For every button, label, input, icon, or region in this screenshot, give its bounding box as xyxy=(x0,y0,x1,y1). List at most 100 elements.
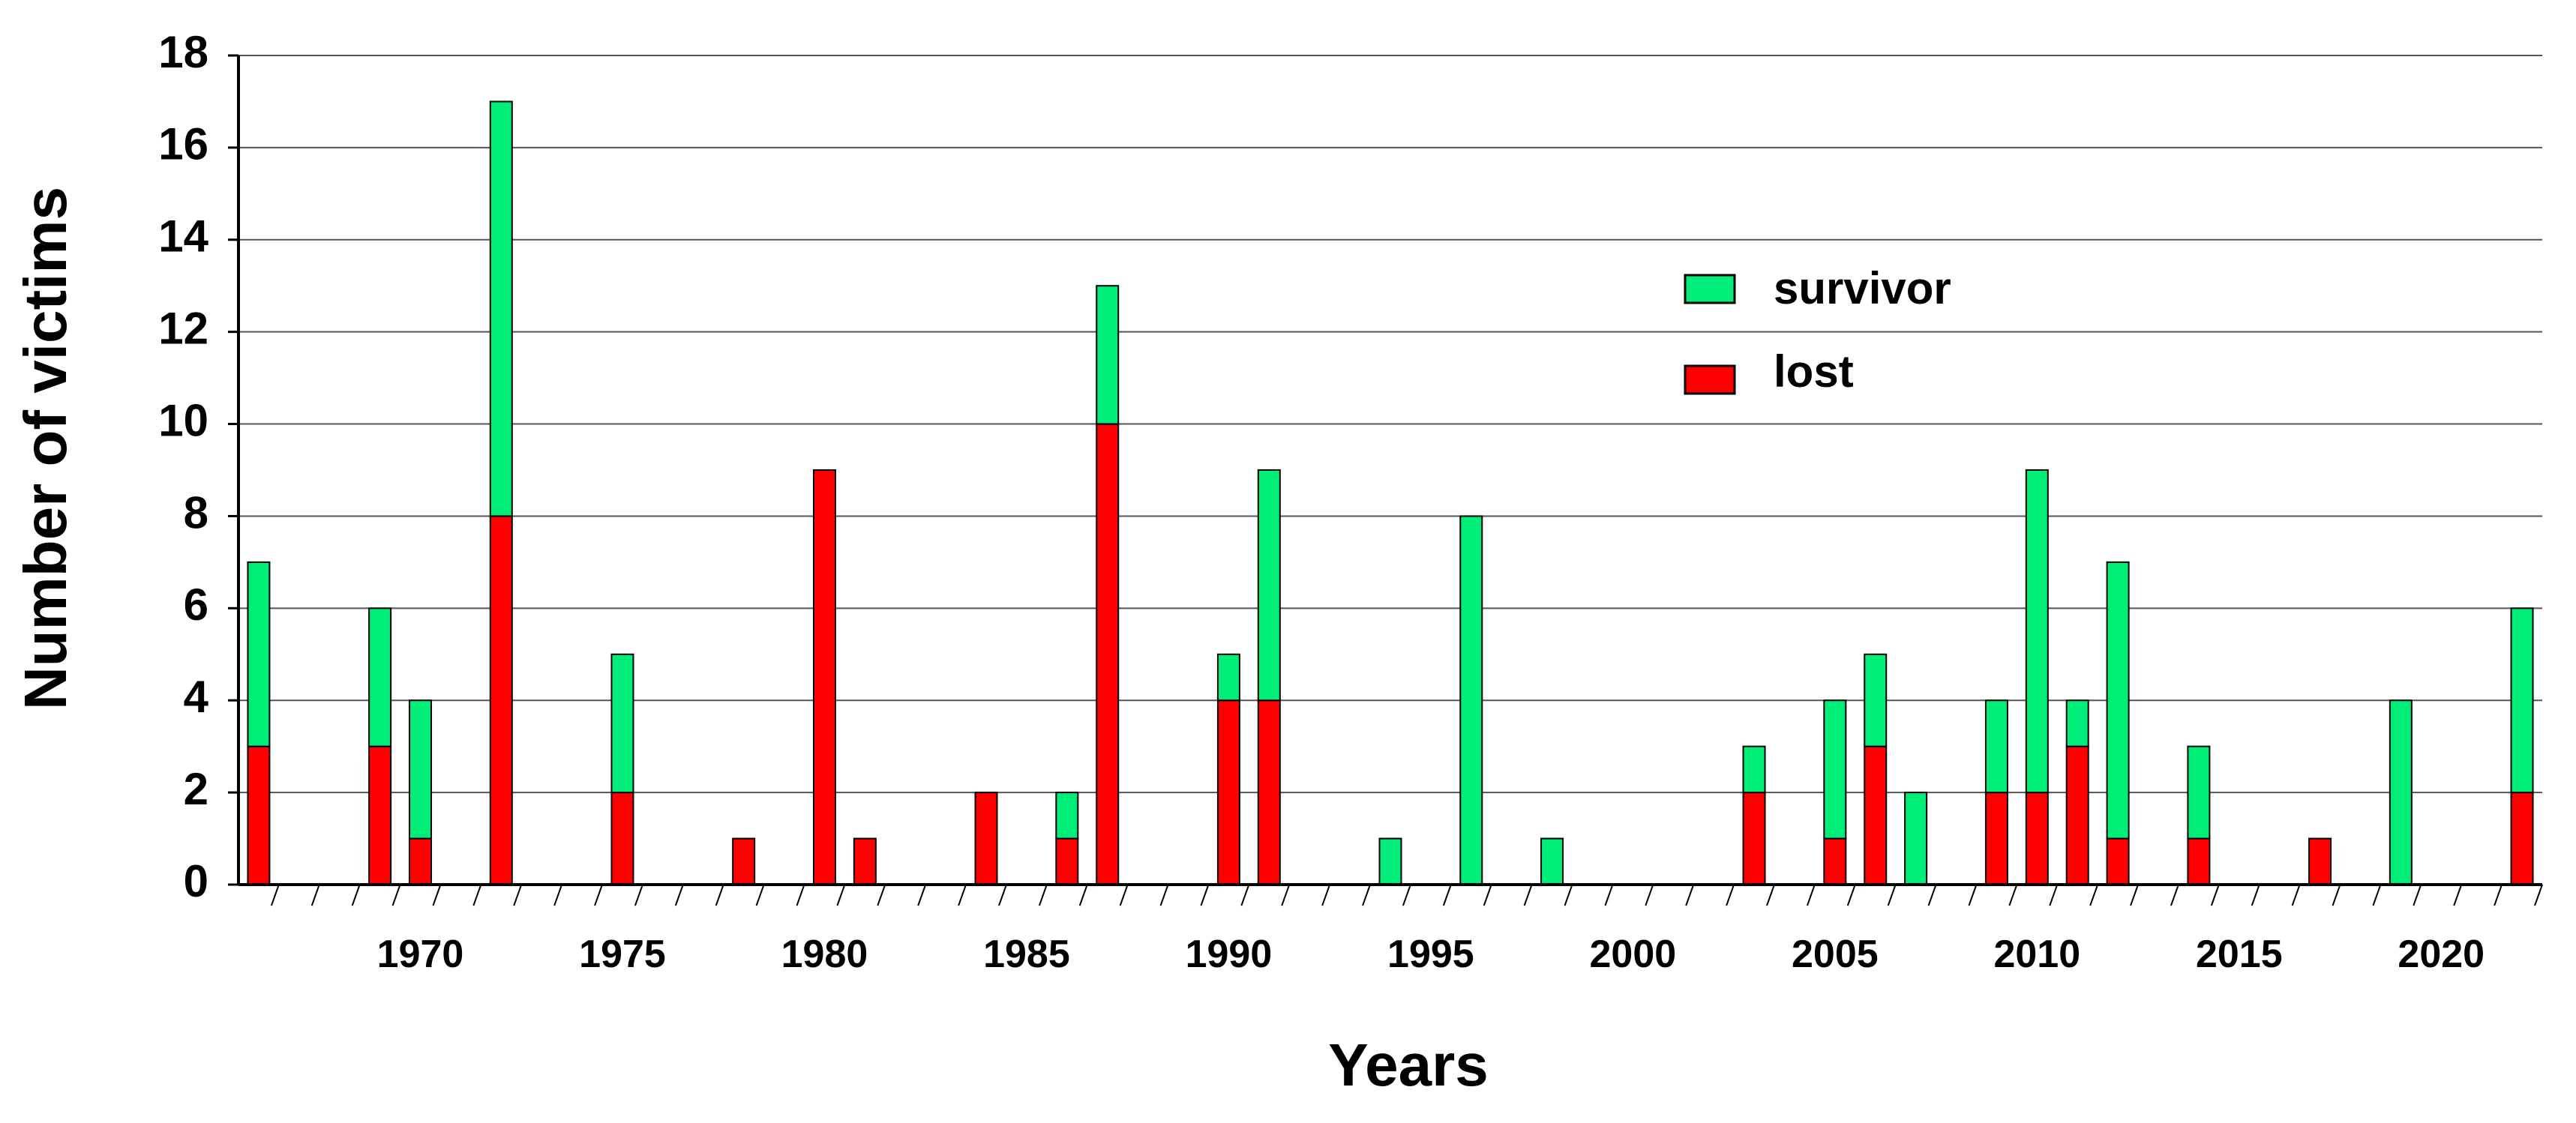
bar-lost xyxy=(974,792,998,885)
bar-survivor xyxy=(610,653,634,794)
y-tick-label: 8 xyxy=(184,487,208,538)
x-axis-title: Years xyxy=(1328,1032,1489,1098)
y-tick-label: 14 xyxy=(158,211,208,262)
x-tick-label: 1975 xyxy=(579,933,666,976)
x-tick-mark xyxy=(1564,884,1573,906)
bar-survivor xyxy=(2510,607,2534,794)
x-tick-mark xyxy=(351,884,361,906)
x-tick-mark xyxy=(1362,884,1371,906)
x-tick-label: 1985 xyxy=(983,933,1070,976)
x-tick-mark xyxy=(2413,884,2422,906)
x-tick-mark xyxy=(2130,884,2139,906)
x-tick-mark xyxy=(1402,884,1411,906)
x-tick-mark xyxy=(1604,884,1614,906)
x-tick-mark xyxy=(1321,884,1331,906)
bar-survivor xyxy=(2389,699,2413,885)
y-tick-label: 16 xyxy=(158,119,208,169)
x-tick-mark xyxy=(917,884,927,906)
bar-lost xyxy=(812,469,836,885)
x-tick-label: 1980 xyxy=(781,933,868,976)
x-tick-label: 1970 xyxy=(377,933,464,976)
x-tick-mark xyxy=(310,884,320,906)
y-tick-label: 2 xyxy=(184,764,208,814)
x-tick-labels: 1970 1975 1980 1985 1990 1995 2000 2005 2010 2015… xyxy=(377,933,2485,976)
bar-survivor xyxy=(1459,515,1483,885)
bar-lost xyxy=(368,745,392,886)
x-tick-mark xyxy=(2049,884,2059,906)
bar-lost xyxy=(732,837,756,885)
bar-lost xyxy=(1216,699,1240,885)
legend-swatch-survivor xyxy=(1684,274,1736,304)
x-tick-mark xyxy=(2291,884,2301,906)
x-tick-label: 1990 xyxy=(1186,933,1273,976)
x-tick-mark xyxy=(513,884,523,906)
x-tick-mark xyxy=(1846,884,1856,906)
x-tick-mark xyxy=(1281,884,1291,906)
x-tick-mark xyxy=(1200,884,1210,906)
x-tick-mark xyxy=(1968,884,1978,906)
bar-survivor xyxy=(409,699,433,840)
bar-lost xyxy=(2025,792,2049,885)
x-tick-mark xyxy=(998,884,1007,906)
bar-lost xyxy=(2308,837,2332,885)
legend-label-lost: lost xyxy=(1774,346,1854,397)
x-tick-label: 2015 xyxy=(2196,933,2283,976)
bar-lost xyxy=(1742,792,1766,885)
bar-lost xyxy=(489,515,513,885)
x-tick-mark xyxy=(391,884,401,906)
x-tick-mark xyxy=(1442,884,1452,906)
bar-survivor xyxy=(1540,837,1564,885)
y-tick-label: 10 xyxy=(158,395,208,445)
x-tick-mark xyxy=(2494,884,2503,906)
bar-lost xyxy=(853,837,877,885)
x-tick-mark xyxy=(1766,884,1775,906)
bar-lost xyxy=(1096,423,1120,885)
x-tick-label: 1995 xyxy=(1387,933,1474,976)
bar-survivor xyxy=(489,100,513,517)
x-tick-mark xyxy=(2332,884,2341,906)
bars xyxy=(247,100,2534,886)
x-tick-mark xyxy=(836,884,846,906)
bar-lost xyxy=(2065,745,2089,886)
bar-survivor xyxy=(1823,699,1847,840)
bar-lost xyxy=(409,837,433,885)
bar-survivor xyxy=(1864,653,1888,747)
x-tick-mark xyxy=(1645,884,1654,906)
x-tick-mark xyxy=(1483,884,1492,906)
x-tick-mark xyxy=(1119,884,1129,906)
x-tick-mark xyxy=(594,884,603,906)
x-tick-mark xyxy=(2170,884,2179,906)
bar-survivor xyxy=(1742,745,1766,794)
x-tick-label: 2020 xyxy=(2398,933,2485,976)
x-tick-mark xyxy=(1159,884,1169,906)
x-tick-label: 2010 xyxy=(1993,933,2080,976)
x-tick-mark xyxy=(1887,884,1897,906)
bar-survivor xyxy=(2025,469,2049,794)
x-tick-mark xyxy=(2210,884,2220,906)
bar-lost xyxy=(2510,792,2534,885)
x-tick-mark xyxy=(2089,884,2099,906)
x-tick-mark xyxy=(1523,884,1533,906)
bar-survivor xyxy=(1257,469,1281,702)
bar-survivor xyxy=(247,561,271,747)
x-tick-mark xyxy=(877,884,886,906)
x-tick-mark xyxy=(1078,884,1088,906)
legend-swatch-lost xyxy=(1684,364,1736,395)
x-tick-mark xyxy=(2251,884,2260,906)
legend-label-survivor: survivor xyxy=(1774,263,1951,313)
x-tick-mark xyxy=(958,884,967,906)
x-tick-mark xyxy=(715,884,724,906)
x-tick-mark xyxy=(2008,884,2018,906)
x-tick-mark xyxy=(2372,884,2382,906)
x-tick-mark xyxy=(1806,884,1816,906)
bar-lost xyxy=(2187,837,2211,885)
bar-survivor xyxy=(1216,653,1240,702)
x-tick-mark xyxy=(432,884,442,906)
x-tick-mark xyxy=(1726,884,1735,906)
x-tick-mark xyxy=(674,884,684,906)
bar-survivor xyxy=(1096,285,1120,425)
x-tick-mark xyxy=(2534,884,2543,906)
x-tick-mark xyxy=(1685,884,1695,906)
y-tick-label: 0 xyxy=(184,856,208,906)
